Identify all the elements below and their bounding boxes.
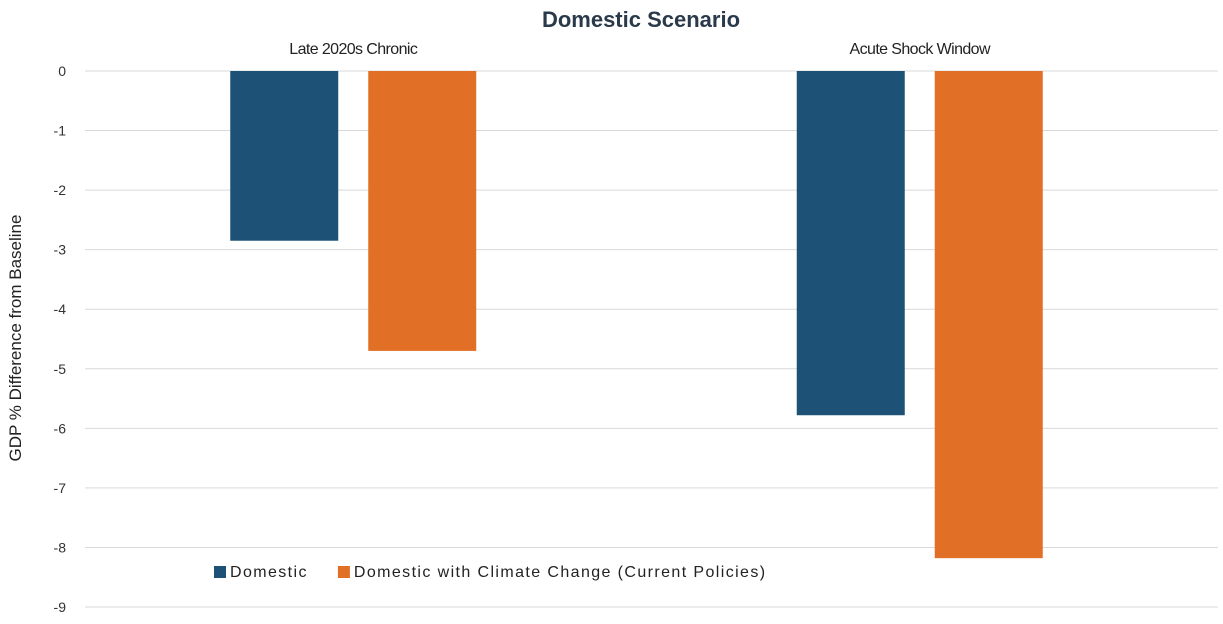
legend-label: Domestic with Climate Change (Current Po… <box>354 564 767 581</box>
chart-title: Domestic Scenario <box>542 7 740 32</box>
category-label: Late 2020s Chronic <box>289 41 418 58</box>
y-tick-label: -9 <box>54 599 67 615</box>
y-tick-label: -4 <box>54 301 67 317</box>
y-tick-label: -5 <box>54 361 67 377</box>
legend-label: Domestic <box>230 564 308 581</box>
y-tick-label: -3 <box>54 242 67 258</box>
y-tick-label: 0 <box>58 63 66 79</box>
y-tick-label: -2 <box>54 182 67 198</box>
bars <box>230 71 1043 559</box>
bar <box>368 71 477 351</box>
bar <box>796 71 905 416</box>
legend: Domestic Domestic with Climate Change (Cu… <box>214 564 767 581</box>
bar <box>230 71 339 241</box>
category-label: Acute Shock Window <box>850 41 991 58</box>
y-tick-label: -6 <box>54 420 67 436</box>
y-tick-label: -7 <box>54 480 67 496</box>
bar <box>934 71 1043 559</box>
y-tick-label: -8 <box>54 539 67 555</box>
y-axis-label: GDP % Difference from Baseline <box>6 215 25 462</box>
legend-swatch <box>214 566 226 578</box>
legend-swatch <box>337 566 350 578</box>
y-tick-label: -1 <box>54 123 67 139</box>
labels: Domestic Scenario GDP % Difference from … <box>6 7 992 615</box>
